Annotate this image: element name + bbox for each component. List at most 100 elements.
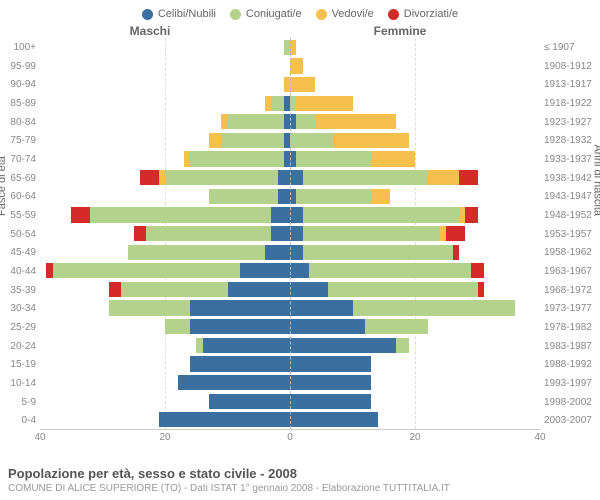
legend-item: Vedovi/e	[316, 8, 374, 20]
bar-segment	[240, 263, 290, 278]
bar-segment	[134, 226, 147, 241]
bar-segment	[446, 226, 465, 241]
bar-segment	[459, 170, 478, 185]
bar-segment	[353, 300, 516, 315]
bar-segment	[290, 170, 303, 185]
bar-segment	[140, 170, 159, 185]
male-half	[40, 243, 290, 262]
female-half	[290, 38, 540, 57]
bar-segment	[228, 282, 291, 297]
chart-subtitle: COMUNE DI ALICE SUPERIORE (TO) - Dati IS…	[8, 483, 592, 494]
bar-segment	[290, 282, 328, 297]
bar-segment	[271, 96, 284, 111]
female-half	[290, 317, 540, 336]
bar-segment	[290, 58, 303, 73]
age-label: 0-4	[0, 411, 36, 430]
bar-segment	[396, 338, 409, 353]
bar-segment	[296, 189, 371, 204]
bar-segment	[365, 319, 428, 334]
male-half	[40, 224, 290, 243]
legend-item: Divorziati/e	[388, 8, 458, 20]
age-label: 35-39	[0, 281, 36, 300]
bar-segment	[334, 133, 409, 148]
year-label: 1933-1937	[544, 150, 600, 169]
legend-label: Celibi/Nubili	[158, 8, 216, 20]
x-tick: 20	[409, 432, 420, 443]
bar-segment	[290, 77, 315, 92]
age-label: 75-79	[0, 131, 36, 150]
bar-segment	[90, 207, 271, 222]
male-half	[40, 206, 290, 225]
female-half	[290, 150, 540, 169]
male-half	[40, 411, 290, 430]
bar-segment	[190, 356, 290, 371]
age-label: 95-99	[0, 57, 36, 76]
legend-label: Vedovi/e	[332, 8, 374, 20]
bar-segment	[271, 226, 290, 241]
bar-segment	[290, 412, 378, 427]
chart-area: 100+95-9990-9485-8980-8475-7970-7465-696…	[0, 38, 600, 430]
x-tick: 0	[287, 432, 293, 443]
male-half	[40, 150, 290, 169]
bar-segment	[290, 226, 303, 241]
bar-segment	[109, 300, 190, 315]
male-half	[40, 38, 290, 57]
female-half	[290, 168, 540, 187]
legend-dot	[316, 9, 327, 20]
bar-segment	[428, 170, 459, 185]
bar-segment	[290, 263, 309, 278]
age-label: 55-59	[0, 206, 36, 225]
header-female: Femmine	[260, 24, 600, 38]
age-label: 70-74	[0, 150, 36, 169]
center-line	[290, 38, 291, 429]
bar-segment	[271, 207, 290, 222]
age-label: 50-54	[0, 225, 36, 244]
female-half	[290, 94, 540, 113]
year-label: 1908-1912	[544, 57, 600, 76]
bar-segment	[203, 338, 291, 353]
male-half	[40, 168, 290, 187]
year-label: ≤ 1907	[544, 38, 600, 57]
bar-segment	[478, 282, 484, 297]
female-half	[290, 224, 540, 243]
male-half	[40, 373, 290, 392]
male-half	[40, 57, 290, 76]
age-label: 80-84	[0, 113, 36, 132]
bar-segment	[296, 151, 371, 166]
bar-segment	[53, 263, 241, 278]
female-half	[290, 206, 540, 225]
female-half	[290, 355, 540, 374]
bar-segment	[190, 300, 290, 315]
bar-segment	[453, 245, 459, 260]
age-label: 60-64	[0, 187, 36, 206]
male-half	[40, 299, 290, 318]
y-axis-years: ≤ 19071908-19121913-19171918-19221923-19…	[540, 38, 600, 430]
bar-segment	[328, 282, 478, 297]
x-axis: 40200 2040	[40, 430, 540, 432]
year-label: 1948-1952	[544, 206, 600, 225]
bar-segment	[228, 114, 284, 129]
bar-segment	[165, 319, 190, 334]
legend-dot	[142, 9, 153, 20]
legend-dot	[230, 9, 241, 20]
bar-segment	[303, 207, 459, 222]
year-label: 1953-1957	[544, 225, 600, 244]
year-label: 1983-1987	[544, 337, 600, 356]
year-label: 1943-1947	[544, 187, 600, 206]
age-label: 40-44	[0, 262, 36, 281]
year-label: 1928-1932	[544, 131, 600, 150]
x-tick: 20	[159, 432, 170, 443]
bar-segment	[290, 356, 371, 371]
age-label: 45-49	[0, 243, 36, 262]
age-label: 25-29	[0, 318, 36, 337]
header-male: Maschi	[0, 24, 260, 38]
female-half	[290, 373, 540, 392]
year-label: 1938-1942	[544, 169, 600, 188]
female-half	[290, 262, 540, 281]
age-label: 30-34	[0, 299, 36, 318]
age-label: 90-94	[0, 75, 36, 94]
year-label: 1973-1977	[544, 299, 600, 318]
bar-segment	[296, 96, 352, 111]
male-half	[40, 317, 290, 336]
year-label: 1998-2002	[544, 393, 600, 412]
